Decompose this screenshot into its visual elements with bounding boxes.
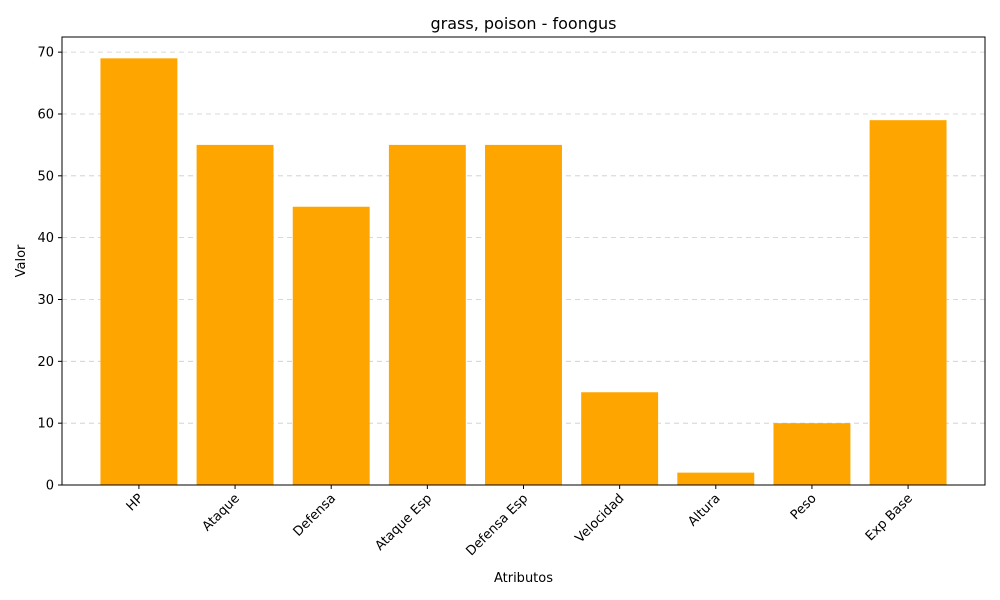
bar: [388, 144, 466, 485]
plot-frame: [61, 36, 986, 486]
y-tick-label: 10: [37, 417, 54, 432]
x-tick-label: Ataque: [200, 491, 243, 534]
x-tick-label: Ataque Esp: [373, 491, 436, 554]
x-tick-label: Defensa: [291, 491, 339, 539]
bars: [100, 58, 947, 486]
bar: [485, 144, 562, 485]
y-tick-label: 30: [37, 293, 54, 308]
x-tick-label: Altura: [685, 491, 723, 529]
x-tick-label: HP: [124, 491, 147, 514]
x-axis-label: Atributos: [494, 571, 553, 586]
x-tick-label: Defensa Esp: [463, 491, 531, 559]
y-axis-ticks: 0 10 20 30 40 50 60 70: [37, 46, 62, 494]
bar: [677, 472, 755, 485]
chart-title: grass, poison - foongus: [431, 14, 617, 33]
x-axis-ticks: HP Ataque Defensa Ataque Esp Defensa Esp Velo…: [124, 485, 916, 559]
x-tick-label: Velocidad: [573, 491, 628, 546]
y-tick-label: 40: [37, 231, 54, 246]
y-tick-label: 60: [37, 107, 54, 122]
y-tick-label: 20: [37, 355, 54, 370]
bar: [100, 58, 178, 485]
y-tick-label: 70: [37, 46, 54, 61]
x-tick-label: Exp Base: [863, 491, 916, 544]
bar: [773, 423, 851, 485]
y-tick-label: 50: [37, 169, 54, 184]
bar: [292, 206, 370, 485]
bar: [196, 144, 274, 485]
bar: [581, 392, 659, 485]
y-tick-label: 0: [46, 479, 54, 494]
x-tick-label: Peso: [788, 491, 820, 523]
bar: [869, 120, 947, 486]
y-axis-label: Valor: [14, 244, 29, 277]
